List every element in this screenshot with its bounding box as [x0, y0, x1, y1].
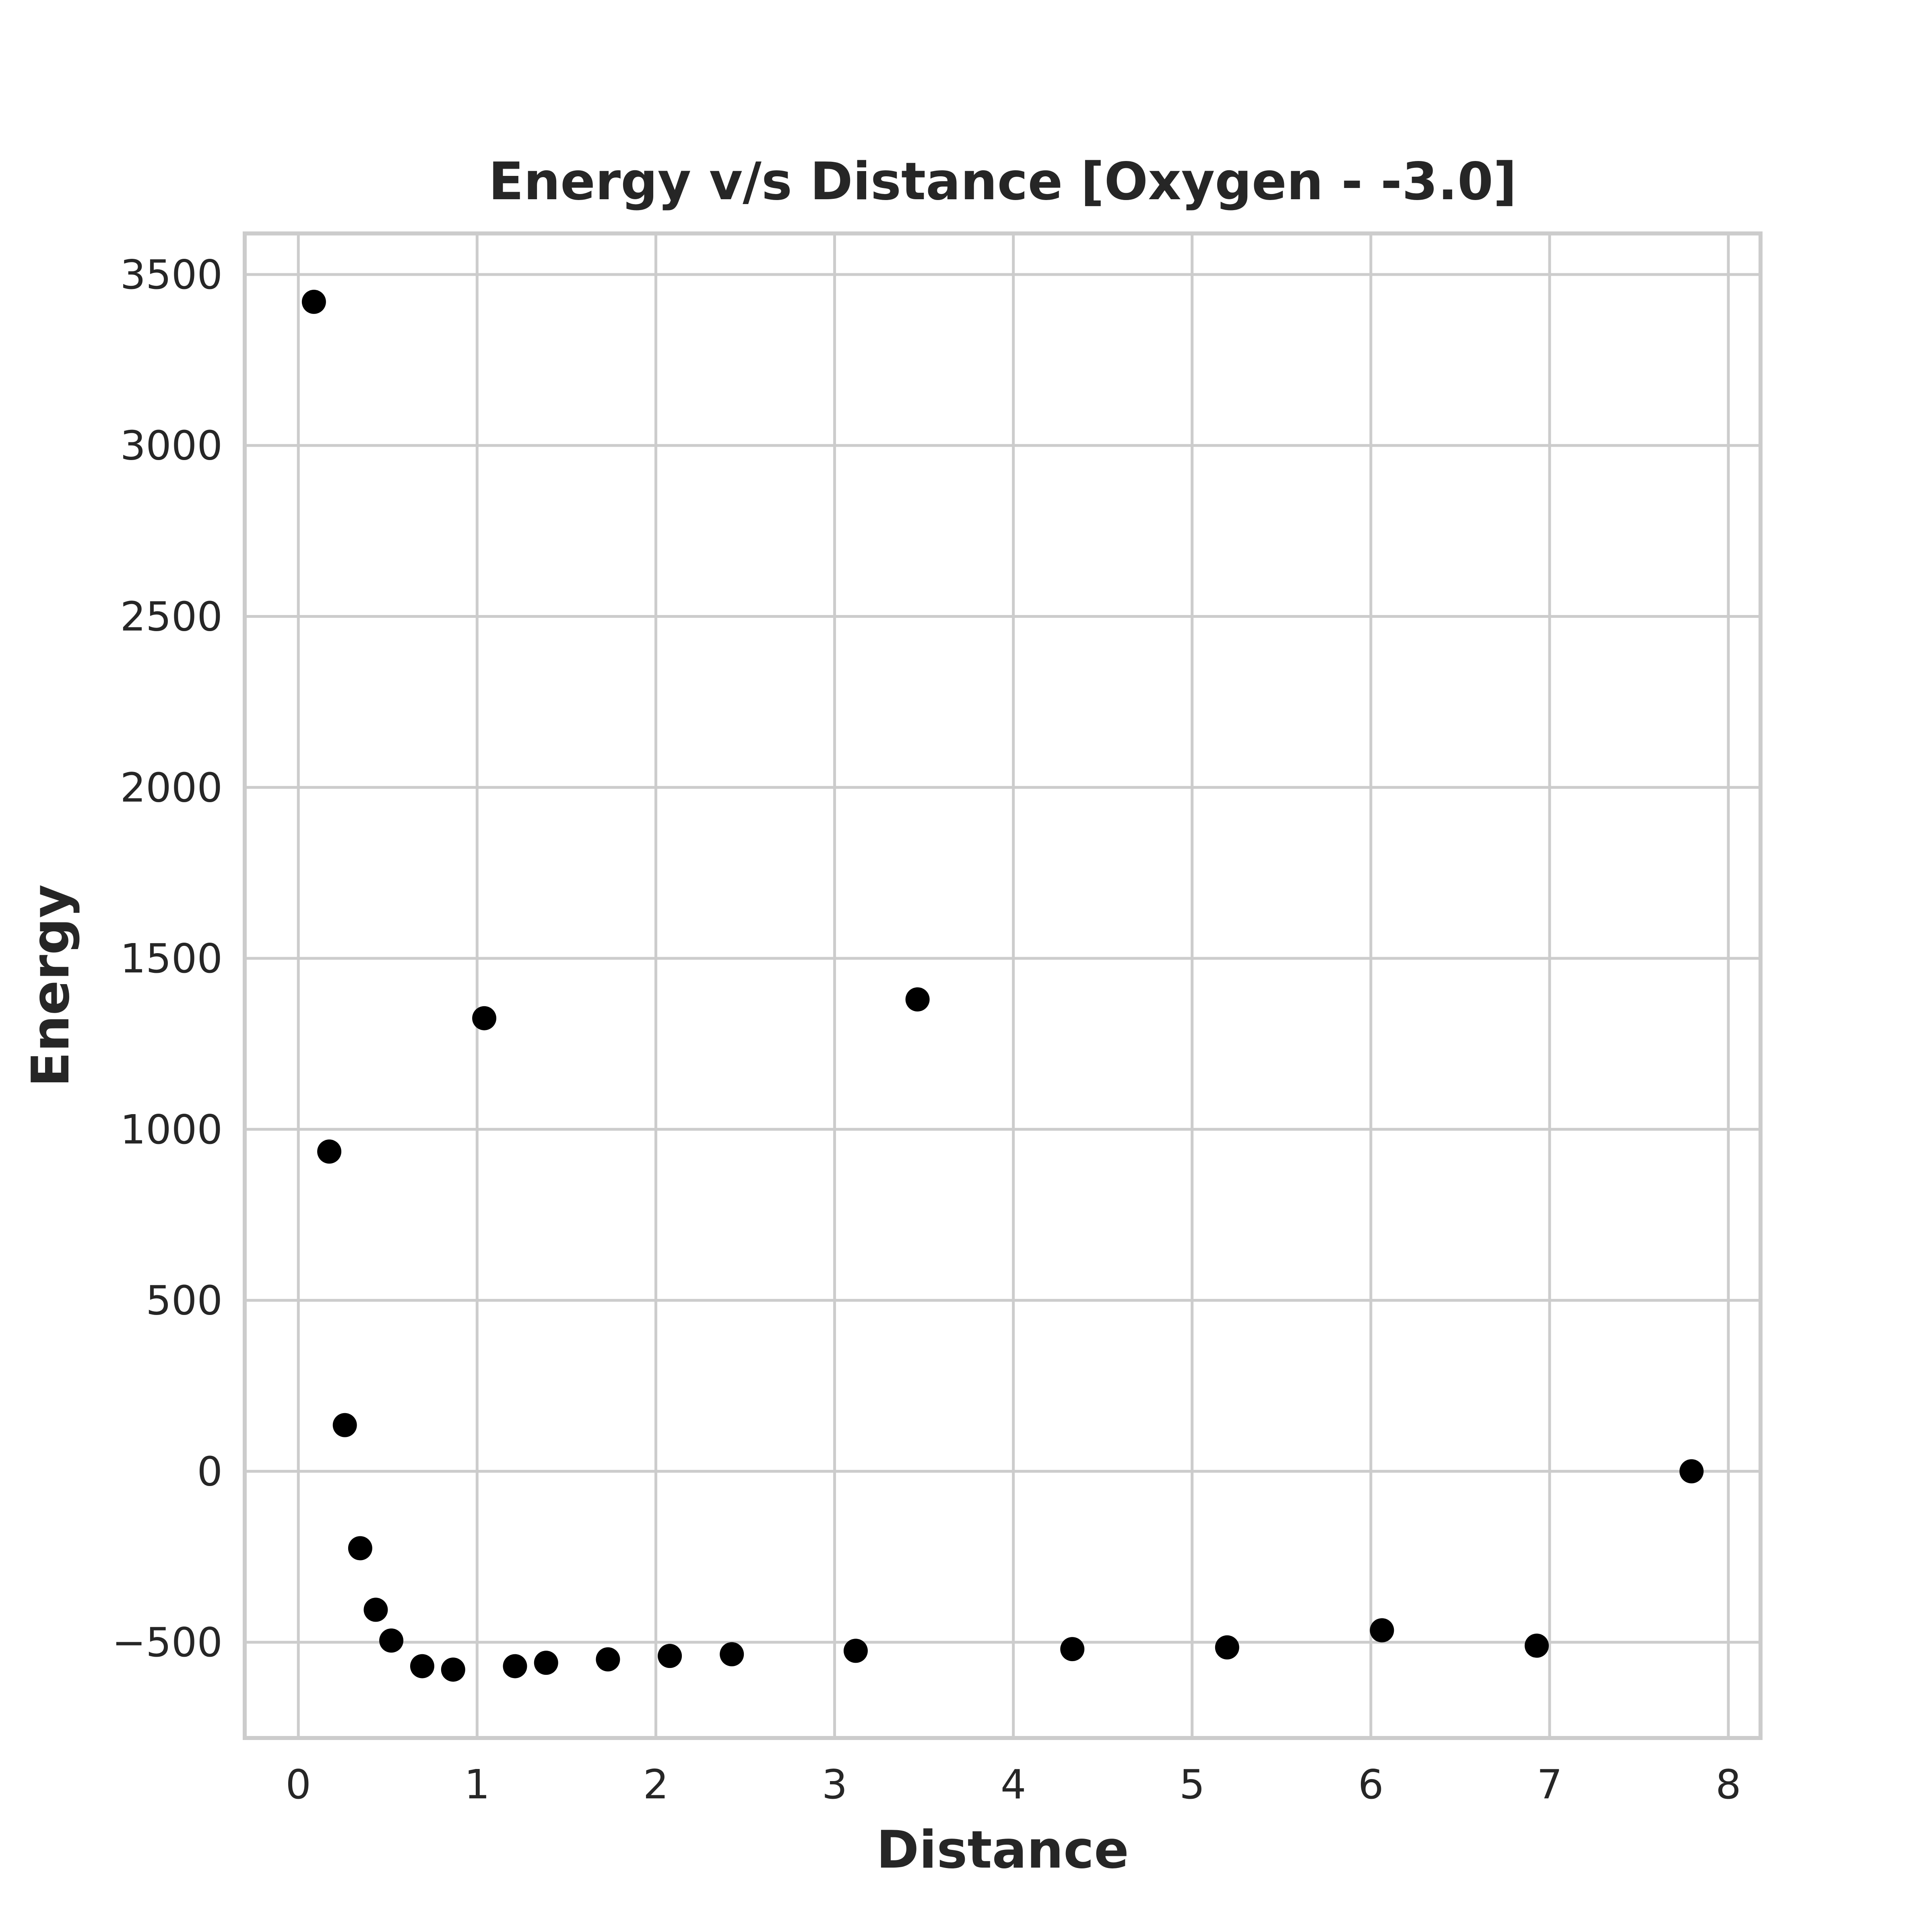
y-tick-label: 1000	[120, 1106, 223, 1153]
x-tick-label: 4	[1001, 1761, 1026, 1808]
y-tick-label: −500	[112, 1619, 223, 1666]
data-point	[596, 1647, 620, 1672]
x-tick-label: 5	[1179, 1761, 1205, 1808]
y-tick-label: 2000	[120, 764, 223, 811]
data-point	[363, 1598, 388, 1622]
data-point	[332, 1413, 357, 1437]
x-tick-label: 2	[643, 1761, 669, 1808]
data-point	[472, 1006, 497, 1030]
data-point	[379, 1628, 404, 1653]
data-point	[317, 1139, 342, 1164]
data-point	[843, 1639, 868, 1663]
y-tick-label: 0	[197, 1448, 223, 1495]
data-point	[1060, 1637, 1085, 1662]
data-point	[410, 1654, 434, 1678]
data-point	[658, 1644, 682, 1668]
data-points	[301, 289, 1704, 1682]
data-point	[720, 1642, 744, 1666]
y-tick-labels: −500 0 500 1000 1500 2000 2500 3000 3500	[112, 251, 223, 1666]
y-tick-label: 500	[146, 1277, 223, 1324]
y-tick-label: 2500	[120, 593, 223, 640]
data-point	[534, 1651, 558, 1675]
y-tick-label: 1500	[120, 935, 223, 982]
x-tick-label: 6	[1358, 1761, 1384, 1808]
x-tick-label: 0	[285, 1761, 311, 1808]
x-tick-labels: 0 1 2 3 4 5 6 7 8	[285, 1761, 1741, 1808]
x-tick-label: 8	[1715, 1761, 1741, 1808]
data-point	[1524, 1633, 1549, 1658]
plot-frame	[243, 231, 1763, 1740]
y-tick-label: 3500	[120, 251, 223, 298]
x-tick-label: 3	[822, 1761, 848, 1808]
data-point	[1215, 1635, 1239, 1660]
x-tick-label: 1	[464, 1761, 490, 1808]
data-point	[1370, 1618, 1394, 1643]
chart-title: Energy v/s Distance [Oxygen - -3.0]	[489, 152, 1517, 212]
data-point	[905, 987, 930, 1011]
data-point	[1679, 1459, 1704, 1484]
y-axis-label: Energy	[21, 884, 81, 1087]
grid	[245, 233, 1761, 1738]
data-point	[301, 289, 326, 314]
y-tick-label: 3000	[120, 422, 223, 469]
data-point	[348, 1536, 372, 1560]
data-point	[441, 1657, 465, 1682]
data-point	[503, 1654, 527, 1678]
x-tick-label: 7	[1537, 1761, 1563, 1808]
x-axis-label: Distance	[876, 1820, 1129, 1880]
